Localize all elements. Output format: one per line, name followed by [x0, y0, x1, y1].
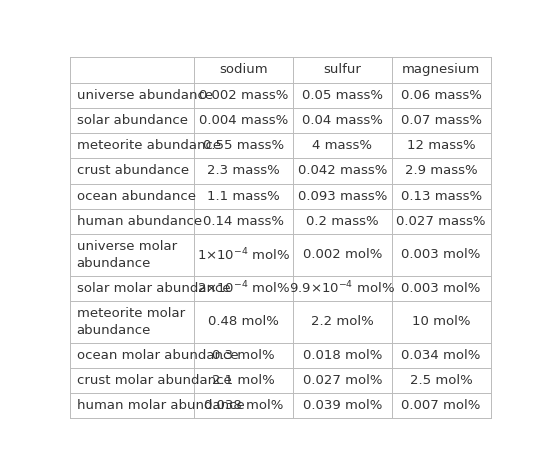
Text: 1.1 mass%: 1.1 mass% — [207, 190, 280, 203]
Text: 0.034 mol%: 0.034 mol% — [401, 349, 481, 362]
Text: 0.042 mass%: 0.042 mass% — [298, 164, 387, 178]
Text: meteorite molar
abundance: meteorite molar abundance — [76, 307, 185, 337]
Text: 0.04 mass%: 0.04 mass% — [302, 114, 383, 127]
Text: 0.027 mol%: 0.027 mol% — [302, 374, 382, 387]
Text: 0.48 mol%: 0.48 mol% — [208, 316, 279, 328]
Text: magnesium: magnesium — [402, 64, 480, 76]
Text: 10 mol%: 10 mol% — [412, 316, 471, 328]
Text: 0.002 mass%: 0.002 mass% — [199, 89, 288, 102]
Text: 0.14 mass%: 0.14 mass% — [203, 215, 284, 228]
Text: human molar abundance: human molar abundance — [76, 399, 245, 412]
Text: 0.13 mass%: 0.13 mass% — [401, 190, 482, 203]
Text: sulfur: sulfur — [323, 64, 361, 76]
Text: 0.07 mass%: 0.07 mass% — [401, 114, 482, 127]
Text: 0.003 mol%: 0.003 mol% — [401, 248, 481, 261]
Text: 0.038 mol%: 0.038 mol% — [204, 399, 283, 412]
Text: 12 mass%: 12 mass% — [407, 139, 476, 152]
Text: 0.55 mass%: 0.55 mass% — [203, 139, 284, 152]
Text: ocean molar abundance: ocean molar abundance — [76, 349, 239, 362]
Text: 0.05 mass%: 0.05 mass% — [302, 89, 383, 102]
Text: 0.002 mol%: 0.002 mol% — [302, 248, 382, 261]
Text: 4 mass%: 4 mass% — [312, 139, 372, 152]
Text: 0.004 mass%: 0.004 mass% — [199, 114, 288, 127]
Text: ocean abundance: ocean abundance — [76, 190, 195, 203]
Text: human abundance: human abundance — [76, 215, 202, 228]
Text: 0.027 mass%: 0.027 mass% — [396, 215, 486, 228]
Text: $2{\times}10^{-4}$ mol%: $2{\times}10^{-4}$ mol% — [197, 280, 290, 297]
Text: 2.9 mass%: 2.9 mass% — [405, 164, 478, 178]
Text: 2.1 mol%: 2.1 mol% — [212, 374, 275, 387]
Text: solar abundance: solar abundance — [76, 114, 188, 127]
Text: 2.2 mol%: 2.2 mol% — [311, 316, 374, 328]
Text: 2.5 mol%: 2.5 mol% — [410, 374, 472, 387]
Text: 0.018 mol%: 0.018 mol% — [302, 349, 382, 362]
Text: 0.039 mol%: 0.039 mol% — [302, 399, 382, 412]
Text: 0.3 mol%: 0.3 mol% — [212, 349, 275, 362]
Text: sodium: sodium — [219, 64, 268, 76]
Text: $9.9{\times}10^{-4}$ mol%: $9.9{\times}10^{-4}$ mol% — [289, 280, 395, 297]
Text: 0.007 mol%: 0.007 mol% — [401, 399, 481, 412]
Text: universe molar
abundance: universe molar abundance — [76, 240, 177, 270]
Text: 0.003 mol%: 0.003 mol% — [401, 282, 481, 295]
Text: 2.3 mass%: 2.3 mass% — [207, 164, 280, 178]
Text: crust molar abundance: crust molar abundance — [76, 374, 232, 387]
Text: meteorite abundance: meteorite abundance — [76, 139, 221, 152]
Text: $1{\times}10^{-4}$ mol%: $1{\times}10^{-4}$ mol% — [197, 247, 290, 263]
Text: solar molar abundance: solar molar abundance — [76, 282, 230, 295]
Text: 0.06 mass%: 0.06 mass% — [401, 89, 482, 102]
Text: universe abundance: universe abundance — [76, 89, 213, 102]
Text: crust abundance: crust abundance — [76, 164, 189, 178]
Text: 0.2 mass%: 0.2 mass% — [306, 215, 379, 228]
Text: 0.093 mass%: 0.093 mass% — [298, 190, 387, 203]
